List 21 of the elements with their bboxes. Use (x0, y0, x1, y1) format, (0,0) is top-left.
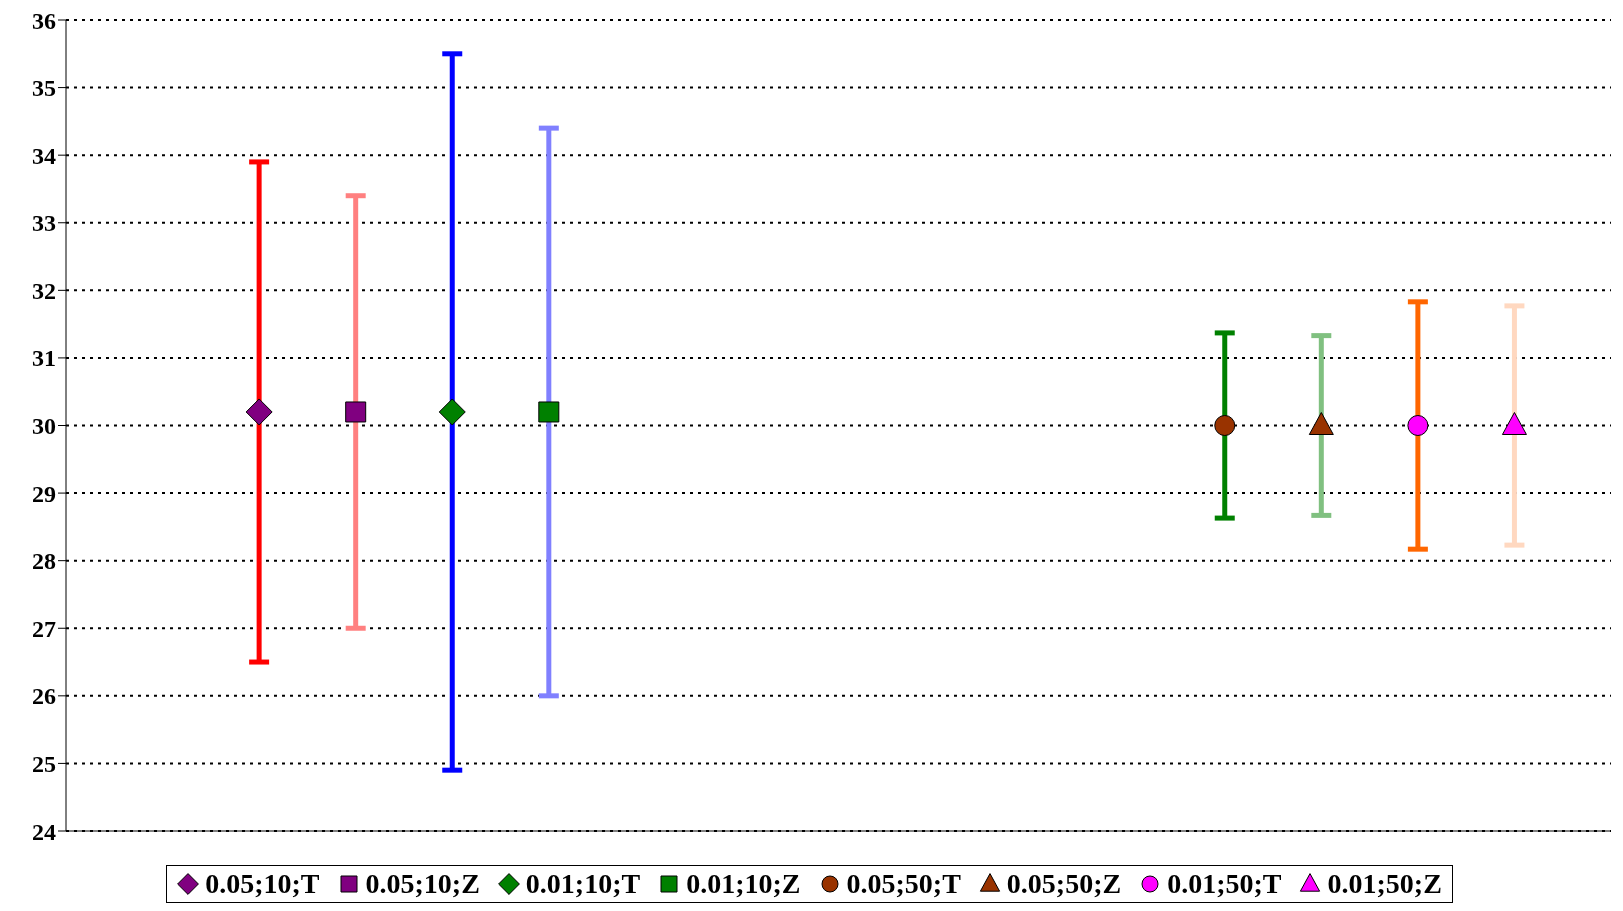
y-tick-label: 26 (32, 683, 56, 710)
y-tick-label: 24 (32, 818, 56, 845)
y-tick-label: 28 (32, 548, 56, 575)
y-tick-label: 30 (32, 413, 56, 440)
legend-label: 0.05;10;Z (365, 868, 480, 900)
y-tick-label: 35 (32, 75, 56, 102)
y-tick-label: 25 (32, 750, 56, 777)
y-tick-label: 33 (32, 210, 56, 237)
legend-label: 0.05;50;T (846, 868, 961, 900)
y-tick-label: 27 (32, 615, 56, 642)
legend-label: 0.01;50;T (1167, 868, 1282, 900)
y-tick-label: 36 (32, 7, 56, 34)
legend-label: 0.01;10;T (525, 868, 641, 900)
y-tick-label: 34 (32, 142, 56, 169)
y-tick-label: 31 (32, 345, 56, 372)
legend-label: 0.01;50;Z (1327, 868, 1442, 900)
legend-label: 0.01;10;Z (686, 868, 801, 900)
y-tick-label: 32 (32, 277, 56, 304)
legend-label: 0.05;10;T (205, 868, 320, 900)
legend-label: 0.05;50;Z (1006, 868, 1122, 900)
y-tick-label: 29 (32, 480, 56, 507)
